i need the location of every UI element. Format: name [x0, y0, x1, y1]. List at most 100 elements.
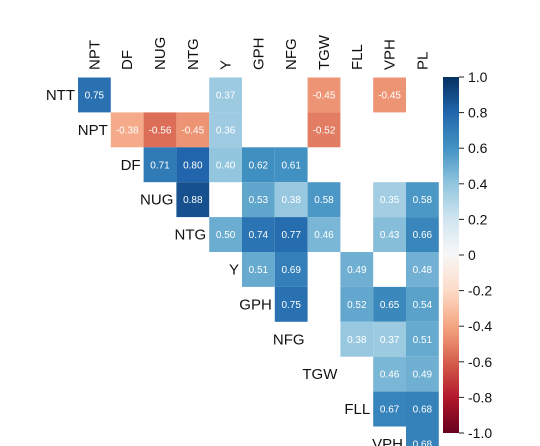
cell-value-label: 0.37	[380, 335, 400, 346]
cell-value-label: 0.38	[347, 335, 367, 346]
heatmap-cell	[209, 77, 242, 113]
colorbar-tick-label: 0.8	[468, 105, 488, 121]
cell-value-label: 0.49	[413, 370, 433, 381]
heatmap-cell	[143, 147, 177, 183]
heatmap-cell	[242, 182, 275, 218]
row-label: NUG	[140, 192, 173, 209]
cell-value-label: -0.45	[313, 90, 336, 101]
column-label: NFG	[283, 38, 300, 70]
heatmap-cell	[78, 77, 111, 113]
cell-value-label: -0.45	[181, 125, 204, 136]
cell-value-label: -0.45	[378, 90, 401, 101]
column-label: GPH	[250, 37, 267, 70]
cell-value-label: 0.77	[281, 230, 301, 241]
row-label: DF	[121, 157, 141, 174]
column-label: NTG	[185, 38, 202, 70]
heatmap-cell	[373, 286, 406, 322]
heatmap-cell	[373, 182, 406, 218]
cell-value-label: 0.38	[281, 195, 301, 206]
row-label: NTG	[175, 227, 207, 244]
column-label: Y	[218, 60, 235, 70]
cell-value-label: 0.80	[183, 160, 203, 171]
heatmap-cell	[274, 217, 308, 252]
cell-value-label: 0.46	[314, 230, 334, 241]
cell-value-label: 0.67	[380, 405, 400, 416]
cell-value-label: -0.38	[116, 125, 139, 136]
cell-value-label: 0.66	[413, 230, 433, 241]
cell-value-label: 0.37	[216, 90, 236, 101]
cell-value-label: 0.88	[183, 195, 203, 206]
heatmap-cell	[110, 112, 144, 148]
colorbar	[443, 77, 459, 433]
heatmap-cell	[406, 426, 439, 446]
colorbar-tick-label: -0.2	[468, 283, 492, 299]
cell-value-label: 0.51	[413, 335, 433, 346]
heatmap-cell	[209, 147, 242, 183]
colorbar-tick-label: -1.0	[468, 425, 492, 441]
colorbar-tick-label: -0.8	[468, 389, 492, 405]
heatmap-cell	[340, 321, 374, 357]
column-label: PL	[414, 52, 431, 70]
cell-value-label: 0.54	[413, 300, 433, 311]
cell-value-label: 0.53	[249, 195, 269, 206]
column-label: FLL	[349, 44, 366, 70]
heatmap-cell	[307, 112, 341, 148]
heatmap-cell	[307, 182, 341, 218]
heatmap-cell	[242, 252, 275, 287]
heatmap-cell	[242, 147, 275, 183]
row-label: GPH	[239, 296, 272, 313]
cell-value-label: 0.71	[150, 160, 170, 171]
column-label: DF	[119, 50, 136, 70]
colorbar-tick-label: -0.6	[468, 354, 492, 370]
colorbar-tick-label: 0.6	[468, 140, 488, 156]
cell-value-label: 0.68	[413, 439, 433, 446]
heatmap-cell	[340, 252, 374, 287]
heatmap-cell	[242, 217, 275, 252]
cell-value-label: 0.48	[413, 265, 433, 276]
column-label: VPH	[382, 39, 399, 70]
heatmap-cell	[274, 147, 308, 183]
heatmap-cell	[406, 321, 439, 357]
cell-value-label: 0.43	[380, 230, 400, 241]
heatmap-cell	[176, 182, 210, 218]
colorbar-tick-label: -0.4	[468, 318, 492, 334]
heatmap-cell	[406, 391, 439, 427]
heatmap-cell	[274, 182, 308, 218]
cell-value-label: 0.58	[314, 195, 334, 206]
row-label: VPH	[372, 436, 403, 446]
cell-value-label: 0.51	[249, 265, 269, 276]
cell-value-label: -0.56	[149, 125, 172, 136]
cell-value-label: 0.75	[85, 90, 105, 101]
heatmap-cell	[143, 112, 177, 148]
cell-value-label: 0.58	[413, 195, 433, 206]
column-label: NPT	[86, 40, 103, 70]
cell-value-label: 0.36	[216, 125, 236, 136]
row-label: NTT	[46, 87, 75, 104]
heatmap-cell	[340, 286, 374, 322]
row-label: TGW	[302, 366, 338, 383]
cell-value-label: 0.61	[281, 160, 301, 171]
column-label: NUG	[152, 37, 169, 70]
cell-value-label: -0.52	[313, 125, 336, 136]
cell-value-label: 0.46	[380, 370, 400, 381]
cell-value-label: 0.52	[347, 300, 367, 311]
colorbar-tick-label: 0.2	[468, 211, 488, 227]
heatmap-cell	[307, 77, 341, 113]
cell-value-label: 0.75	[281, 300, 301, 311]
heatmap-cell	[373, 356, 406, 392]
heatmap-cell	[406, 182, 439, 218]
cell-value-label: 0.49	[347, 265, 367, 276]
cell-value-label: 0.35	[380, 195, 400, 206]
row-label: NPT	[78, 122, 108, 139]
heatmap-cell	[176, 112, 210, 148]
row-label: Y	[229, 261, 239, 278]
cell-value-label: 0.74	[249, 230, 269, 241]
cell-value-label: 0.69	[281, 265, 301, 276]
heatmap-cell	[373, 321, 406, 357]
cell-value-label: 0.40	[216, 160, 236, 171]
heatmap-cell	[274, 286, 308, 322]
colorbar-tick-label: 0.4	[468, 176, 488, 192]
colorbar-tick-label: 0	[468, 247, 476, 263]
